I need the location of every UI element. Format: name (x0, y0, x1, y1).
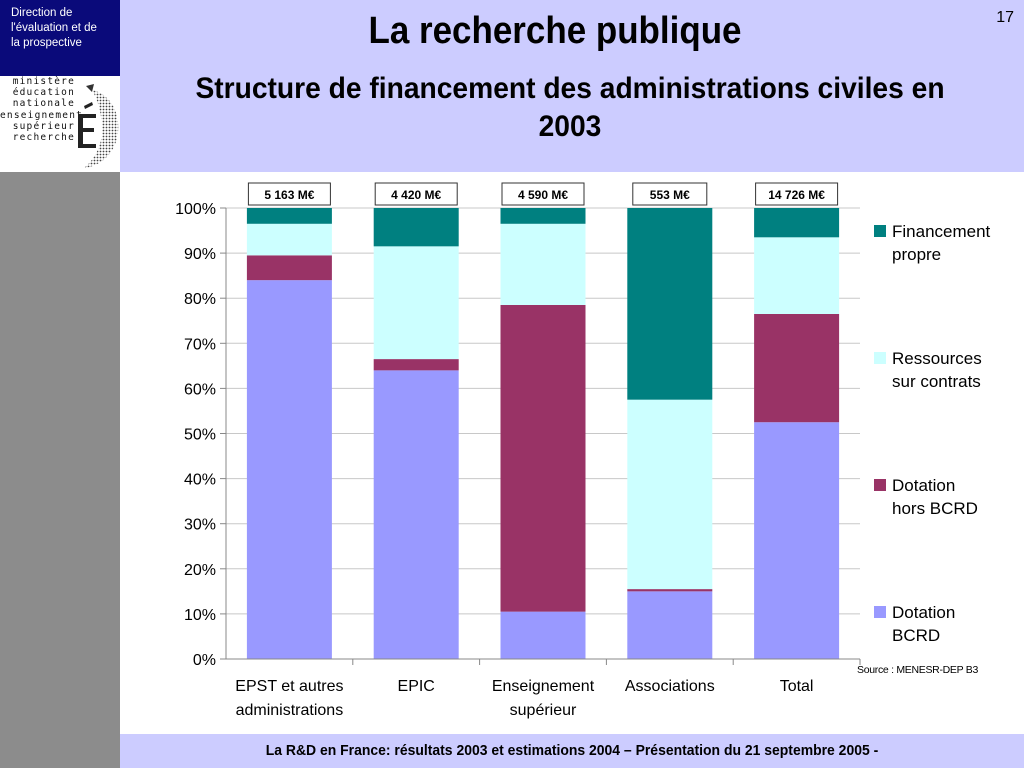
legend-label-line: Dotation (892, 476, 956, 495)
legend-label-line: Ressources (892, 349, 982, 368)
bar-segment (246, 223, 332, 256)
bars (246, 208, 840, 659)
footer-band (120, 734, 1024, 768)
x-tick-label: Total (780, 678, 814, 695)
bar-segment (627, 208, 713, 400)
x-tick-label: Enseignement (492, 678, 595, 695)
legend-swatch (874, 479, 886, 491)
y-tick-label: 60% (184, 381, 216, 398)
bar-segment (627, 399, 713, 590)
legend-label: Dotation BCRD (892, 601, 1020, 647)
legend-label-line: BCRD (892, 626, 941, 645)
y-tick-label: 10% (184, 607, 216, 624)
bar-segment (373, 370, 459, 659)
direction-label: Direction de l'évaluation et de la prosp… (0, 0, 120, 76)
legend-swatch (874, 352, 886, 364)
y-tick-label: 80% (184, 291, 216, 308)
legend-label: Dotation hors BCRD (892, 474, 1020, 520)
bar-segment (373, 246, 459, 360)
total-label-box (501, 182, 585, 206)
total-label: 553 M€ (650, 188, 690, 202)
direction-line: Direction de (11, 7, 73, 19)
ministry-name: ministère éducation nationale enseigneme… (0, 76, 84, 144)
footer-text: La R&D en France: résultats 2003 et esti… (265, 742, 879, 759)
bar-segment (500, 208, 586, 224)
bar-segment (754, 208, 840, 238)
stacked-bar-chart: 0% 10% 20% 30% 40% 50% 60% 70% 80% 90% 100% EPST et… (175, 182, 861, 719)
header-band (120, 0, 1024, 172)
legend-label-line: Dotation (892, 603, 956, 622)
total-label: 14 726 M€ (768, 188, 825, 202)
y-tick-label: 40% (184, 472, 216, 489)
bar-segment (754, 422, 840, 659)
legend-label-line: propre (892, 245, 942, 264)
y-tick-label: 20% (184, 562, 216, 579)
ministry-line: ministère (12, 76, 75, 87)
total-label: 4 420 M€ (391, 188, 441, 202)
direction-line: la prospective (11, 37, 82, 49)
total-label-box (247, 182, 331, 206)
page-number: 17 (996, 9, 1014, 26)
bar-segment (246, 208, 332, 224)
axes (220, 207, 861, 665)
bar-segment (754, 313, 840, 423)
x-tick-label: EPIC (398, 678, 435, 695)
direction-line: l'évaluation et de (11, 22, 97, 34)
bar-segment (373, 359, 459, 371)
total-label-box (374, 182, 458, 206)
bar-segment (754, 237, 840, 314)
y-tick-label: 50% (184, 427, 216, 444)
legend-label-line: hors BCRD (892, 499, 978, 518)
x-tick-label: supérieur (510, 702, 577, 719)
bar-segment (500, 611, 586, 659)
slide-subtitle: Structure de financement des administrat… (195, 72, 945, 143)
y-tick-label: 0% (193, 652, 216, 669)
y-tick-label: 70% (184, 336, 216, 353)
total-label: 5 163 M€ (264, 188, 314, 202)
total-label-box (755, 182, 839, 206)
legend-swatch (874, 225, 886, 237)
ministry-line: enseignement (0, 109, 84, 121)
legend-label-line: sur contrats (892, 372, 981, 391)
legend-label: Ressources sur contrats (892, 347, 1020, 393)
bar-segment (246, 280, 332, 659)
y-tick-label: 30% (184, 517, 216, 534)
bar-segment (627, 589, 713, 592)
ministry-line: recherche (12, 132, 75, 144)
ministry-line: supérieur (12, 120, 75, 132)
ministry-line: éducation (12, 87, 75, 99)
bar-segment (373, 208, 459, 247)
legend-label-line: Financement (892, 222, 991, 241)
marianne-emblem-icon (78, 84, 119, 168)
y-tick-label: 90% (184, 246, 216, 263)
bar-segment (500, 223, 586, 305)
total-label-box (632, 182, 708, 206)
chart-labels: 0% 10% 20% 30% 40% 50% 60% 70% 80% 90% 100% EPST et… (175, 182, 839, 719)
y-tick-label: 100% (175, 201, 216, 218)
slide-title: La recherche publique (368, 10, 742, 52)
ministry-line: nationale (12, 98, 75, 110)
total-label: 4 590 M€ (518, 188, 568, 202)
ministry-logo: Direction de l'évaluation et de la prosp… (0, 0, 120, 172)
x-tick-label: Associations (625, 678, 715, 695)
legend-label: Financement propre (892, 220, 1020, 266)
source-note: Source : MENESR-DEP B3 (857, 664, 978, 676)
bar-segment (246, 255, 332, 281)
legend-swatch (874, 606, 886, 618)
x-tick-label: EPST et autres (235, 678, 343, 695)
bar-segment (627, 591, 713, 659)
bar-segment (500, 304, 586, 612)
x-tick-label: administrations (236, 702, 344, 719)
